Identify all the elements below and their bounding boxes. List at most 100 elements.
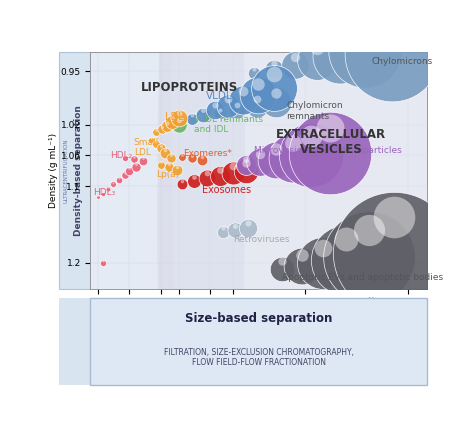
Point xyxy=(132,163,139,170)
Text: //: // xyxy=(367,297,374,307)
Point xyxy=(147,136,155,143)
Text: Exomeres*: Exomeres* xyxy=(183,149,232,158)
Point xyxy=(163,120,171,126)
Point xyxy=(319,260,327,267)
Point xyxy=(126,167,133,174)
Point xyxy=(313,45,320,52)
Point xyxy=(313,57,320,64)
Point xyxy=(216,167,224,174)
Point xyxy=(175,114,182,121)
Point xyxy=(256,151,264,158)
Point xyxy=(178,153,185,160)
Text: EXTRACELLULAR
VESICLES: EXTRACELLULAR VESICLES xyxy=(276,128,386,156)
Point xyxy=(116,176,123,183)
FancyBboxPatch shape xyxy=(91,297,427,385)
Point xyxy=(337,36,344,43)
Point xyxy=(178,116,185,123)
Point xyxy=(188,155,195,162)
Point xyxy=(99,257,106,264)
Text: Chylomicron
remnants: Chylomicron remnants xyxy=(286,101,343,121)
Point xyxy=(203,170,210,177)
Point xyxy=(365,226,373,233)
Text: HDL₃: HDL₃ xyxy=(93,187,116,197)
Point xyxy=(200,107,207,114)
Point xyxy=(104,184,112,191)
Point xyxy=(173,163,181,170)
Point xyxy=(99,190,106,197)
Point xyxy=(175,109,182,116)
Point xyxy=(152,138,160,145)
Point xyxy=(244,225,252,232)
X-axis label: Diameter (nm): Diameter (nm) xyxy=(220,311,297,321)
Text: ULTRACENTRIFUGATION: ULTRACENTRIFUGATION xyxy=(64,139,69,203)
Point xyxy=(291,61,299,68)
Point xyxy=(233,107,241,113)
Point xyxy=(254,91,262,98)
Point xyxy=(161,150,169,157)
Point xyxy=(121,152,128,159)
Point xyxy=(254,81,262,87)
Point xyxy=(175,121,182,128)
Text: Apoptotic EVs and apoptotic bodies: Apoptotic EVs and apoptotic bodies xyxy=(282,273,443,282)
Point xyxy=(390,213,397,220)
Point xyxy=(224,102,232,109)
Point xyxy=(243,155,250,162)
Point xyxy=(130,154,137,161)
Point xyxy=(126,165,133,171)
Point xyxy=(291,53,299,60)
Point xyxy=(389,51,396,58)
FancyBboxPatch shape xyxy=(59,297,91,385)
Point xyxy=(109,181,117,188)
Point xyxy=(278,258,286,265)
Point xyxy=(188,112,195,119)
Point xyxy=(94,193,102,200)
FancyBboxPatch shape xyxy=(59,52,91,289)
Point xyxy=(152,129,160,136)
Point xyxy=(198,153,205,160)
Point xyxy=(326,125,334,132)
Point xyxy=(229,163,237,170)
Point xyxy=(270,84,278,91)
Point xyxy=(289,154,297,161)
Point xyxy=(326,150,334,157)
Point xyxy=(243,161,250,168)
Point xyxy=(319,244,327,251)
Point xyxy=(365,254,373,261)
Text: Chylomicrons: Chylomicrons xyxy=(372,58,433,66)
Point xyxy=(389,23,396,29)
Text: Small
LDL: Small LDL xyxy=(134,138,159,158)
Point xyxy=(157,161,164,168)
Text: FILTRATION, SIZE-EXCLUSION CHROMATOGRAPHY,
FLOW FIELD-FLOW FRACTIONATION: FILTRATION, SIZE-EXCLUSION CHROMATOGRAPH… xyxy=(164,348,354,367)
Point xyxy=(94,194,102,201)
Text: VLDL remnants
and IDL: VLDL remnants and IDL xyxy=(194,115,263,134)
Point xyxy=(198,156,205,163)
Point xyxy=(253,103,260,110)
Point xyxy=(190,174,198,181)
Point xyxy=(190,178,198,185)
Point xyxy=(219,225,227,232)
Point xyxy=(250,65,258,72)
Polygon shape xyxy=(172,0,469,433)
Point xyxy=(231,223,239,229)
Point xyxy=(99,189,106,196)
Point xyxy=(239,88,246,95)
Point xyxy=(250,69,258,76)
Point xyxy=(219,229,227,236)
Point xyxy=(307,152,315,159)
Point xyxy=(224,95,232,102)
Text: LDL: LDL xyxy=(165,112,183,122)
Point xyxy=(178,118,185,125)
Point xyxy=(212,101,219,108)
Point xyxy=(104,186,112,193)
Point xyxy=(272,145,280,152)
Point xyxy=(121,154,128,161)
Point xyxy=(272,98,280,105)
Point xyxy=(130,156,137,163)
Point xyxy=(216,110,224,117)
Point xyxy=(253,96,260,103)
Point xyxy=(109,179,117,186)
Text: Retroviruses: Retroviruses xyxy=(233,235,289,244)
Point xyxy=(158,123,165,130)
Point xyxy=(203,175,210,182)
Point xyxy=(200,111,207,118)
